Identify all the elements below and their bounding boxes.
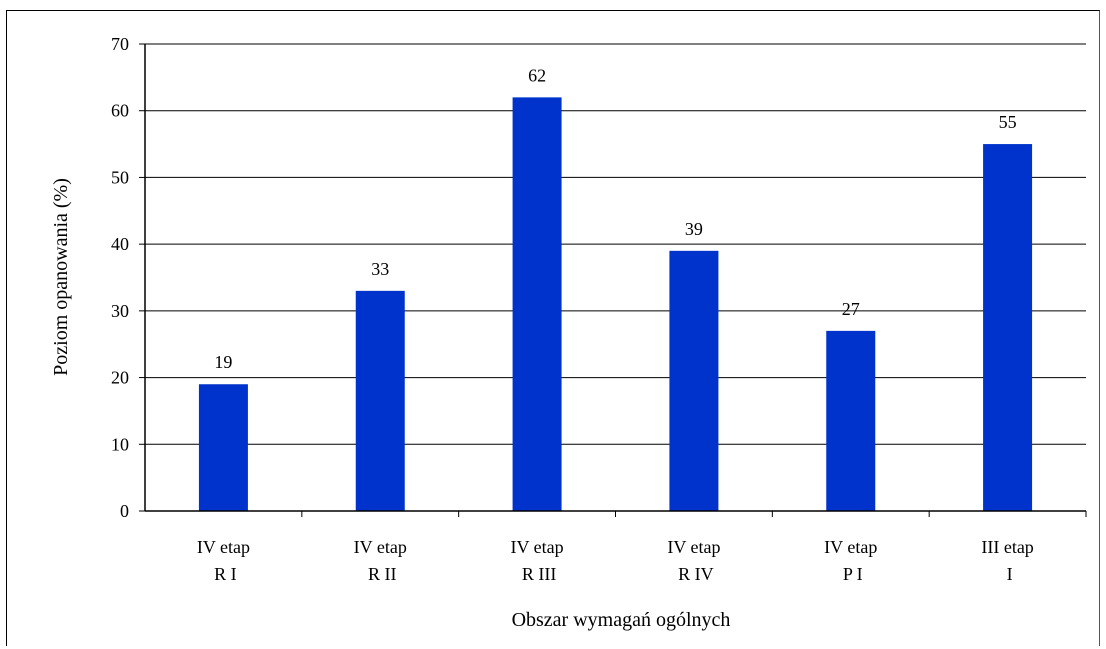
bar — [826, 330, 876, 511]
axes — [139, 43, 1087, 517]
bar — [983, 144, 1033, 512]
y-axis-title: Poziom opanowania (%) — [50, 178, 72, 376]
data-label: 55 — [999, 112, 1017, 132]
bar — [198, 384, 248, 511]
y-tick-label: 50 — [111, 167, 129, 187]
x-category-label: IV etap — [667, 537, 720, 557]
y-tick-label: 0 — [120, 501, 129, 521]
y-tick-label: 60 — [111, 101, 129, 121]
y-tick-label: 40 — [111, 234, 129, 254]
x-category-label: IV etap — [197, 537, 250, 557]
bar — [512, 97, 562, 511]
x-category-label: IV etap — [354, 537, 407, 557]
x-category-label: R IV — [678, 564, 714, 584]
data-label: 39 — [685, 219, 703, 239]
data-label: 19 — [214, 352, 232, 372]
data-label: 27 — [842, 299, 860, 319]
data-label: 33 — [371, 259, 389, 279]
y-tick-label: 70 — [111, 34, 129, 54]
bar — [355, 290, 405, 511]
labels: 0 10 20 30 40 50 60 70 19 IV etap R I 33 IV etap R II… — [111, 34, 1034, 584]
y-tick-label: 20 — [111, 368, 129, 388]
chart-frame — [6, 10, 1100, 646]
x-category-label: R II — [368, 564, 397, 584]
x-axis-title: Obszar wymagań ogólnych — [512, 609, 731, 631]
x-category-label: R III — [522, 564, 557, 584]
x-category-label: IV etap — [824, 537, 877, 557]
grid-lines — [145, 43, 1086, 445]
x-category-label: R I — [214, 564, 237, 584]
x-category-label: IV etap — [511, 537, 564, 557]
x-category-label: III etap — [981, 537, 1033, 557]
bars — [198, 97, 1033, 512]
data-label: 62 — [528, 65, 546, 85]
x-category-label: P I — [843, 564, 863, 584]
x-category-label: I — [1007, 564, 1013, 584]
y-tick-label: 30 — [111, 301, 129, 321]
y-tick-label: 10 — [111, 434, 129, 454]
bar — [669, 250, 719, 512]
